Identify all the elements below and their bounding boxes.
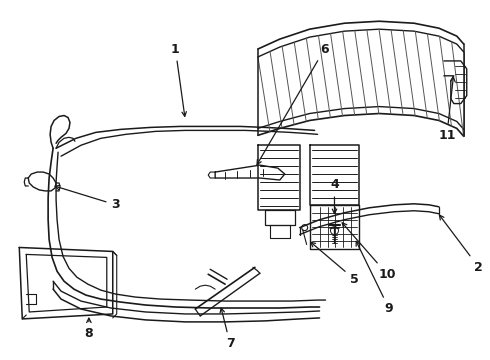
Text: 3: 3 (55, 185, 120, 211)
Text: 2: 2 (440, 215, 483, 274)
Text: 10: 10 (342, 223, 396, 281)
Text: 6: 6 (257, 42, 329, 165)
Text: 7: 7 (220, 308, 234, 350)
Text: 8: 8 (85, 318, 93, 340)
Text: 11: 11 (438, 77, 456, 142)
Text: 9: 9 (356, 241, 393, 315)
Text: 1: 1 (171, 42, 186, 116)
Text: 5: 5 (311, 242, 359, 286)
Text: 4: 4 (330, 179, 339, 213)
